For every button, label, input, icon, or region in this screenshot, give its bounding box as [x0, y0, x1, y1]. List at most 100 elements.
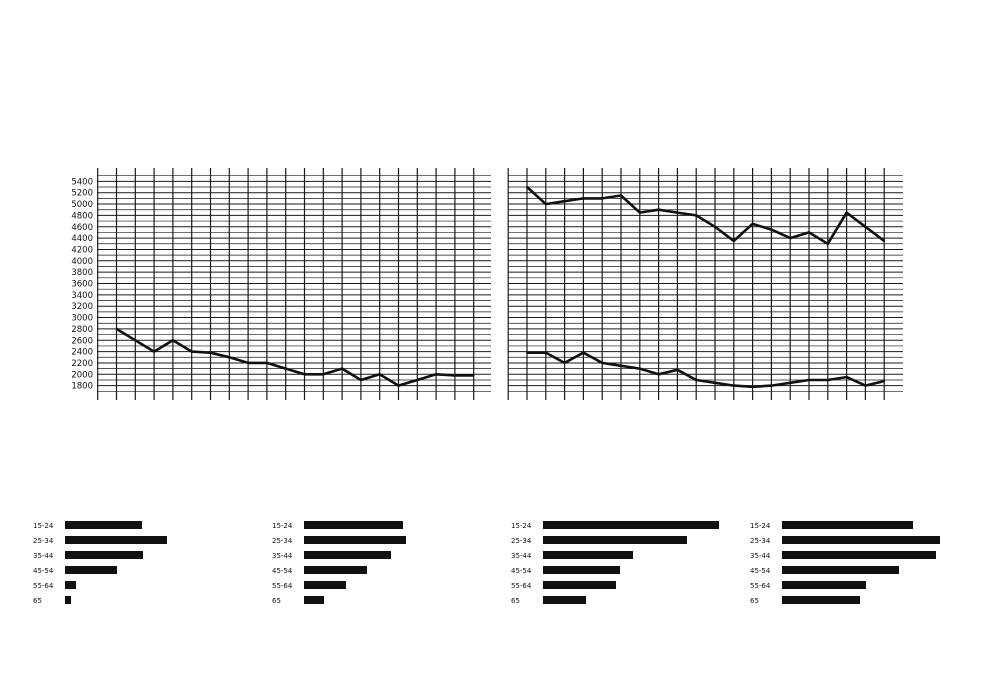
data-point — [582, 197, 585, 200]
data-point — [228, 356, 231, 359]
bar-35-44 — [304, 551, 391, 559]
y-tick-label: 3600 — [71, 280, 93, 290]
data-point — [732, 240, 735, 242]
bar-45-54 — [304, 566, 367, 574]
bar-category-label: 45-54 — [750, 567, 771, 575]
data-point — [732, 384, 735, 387]
data-point — [134, 339, 137, 342]
data-point — [472, 374, 475, 377]
bar-65 — [782, 596, 860, 604]
bar-category-label: 65 — [33, 597, 42, 605]
y-tick-label: 5000 — [71, 200, 93, 210]
data-point — [416, 379, 419, 381]
data-point — [845, 376, 848, 379]
data-point — [620, 194, 622, 197]
series-line-1 — [526, 186, 885, 246]
bar-category-label: 55-64 — [272, 582, 293, 590]
data-point — [789, 381, 792, 384]
y-tick-label: 4200 — [71, 245, 93, 255]
y-tick-label: 2600 — [71, 336, 93, 346]
y-tick-label: 3200 — [71, 302, 93, 312]
bar-65 — [543, 596, 586, 604]
data-point — [751, 385, 754, 388]
bar-15-24 — [304, 521, 403, 529]
bar-15-24 — [65, 521, 142, 529]
y-tick-label: 5200 — [71, 189, 93, 199]
y-tick-label: 2000 — [71, 370, 93, 380]
bar-category-label: 55-64 — [750, 582, 771, 590]
y-tick-label: 4400 — [71, 234, 93, 244]
data-point — [544, 203, 547, 205]
bar-45-54 — [782, 566, 899, 574]
bar-55-64 — [65, 581, 76, 589]
data-point — [695, 379, 698, 381]
data-point — [526, 351, 528, 354]
y-tick-label: 2200 — [71, 359, 93, 369]
bar-category-label: 65 — [272, 597, 281, 605]
bar-category-label: 35-44 — [272, 552, 293, 560]
bar-category-label: 15-24 — [750, 522, 771, 530]
bar-25-34 — [543, 536, 687, 544]
bar-category-label: 15-24 — [33, 522, 54, 530]
bar-25-34 — [782, 536, 940, 544]
data-point — [360, 379, 362, 381]
data-point — [115, 328, 118, 330]
bar-55-64 — [304, 581, 346, 589]
data-point — [601, 362, 604, 364]
data-point — [266, 362, 268, 364]
bar-category-label: 65 — [511, 597, 520, 605]
data-point — [845, 211, 848, 214]
bar-65 — [304, 596, 324, 604]
data-point — [153, 350, 156, 353]
y-tick-label: 4000 — [71, 257, 93, 267]
bar-55-64 — [543, 581, 616, 589]
data-point — [544, 351, 547, 354]
data-point — [714, 381, 716, 384]
data-point — [582, 351, 585, 354]
y-tick-label: 4600 — [71, 223, 93, 233]
y-tick-label: 4800 — [71, 211, 93, 221]
data-point — [435, 373, 437, 376]
bar-chart-4: 15-24 25-34 35-44 45-54 55-64 65 — [750, 521, 940, 605]
bar-chart-3: 15-24 25-34 35-44 45-54 55-64 65 — [511, 521, 719, 605]
bar-category-label: 25-34 — [511, 537, 532, 545]
data-point — [808, 231, 810, 234]
y-tick-label: 5400 — [71, 177, 93, 187]
bar-chart-1: 15-24 25-34 35-44 45-54 55-64 65 — [33, 521, 167, 605]
bar-55-64 — [782, 581, 866, 589]
data-point — [378, 373, 381, 376]
data-point — [620, 364, 622, 367]
data-point — [209, 351, 212, 354]
data-point — [826, 242, 829, 245]
data-point — [864, 384, 867, 387]
bar-category-label: 15-24 — [272, 522, 293, 530]
data-point — [341, 367, 343, 370]
data-point — [751, 223, 754, 225]
series-line-2 — [527, 351, 885, 389]
data-point — [676, 211, 679, 214]
bar-category-label: 65 — [750, 597, 759, 605]
data-point — [638, 211, 641, 214]
data-point — [563, 200, 566, 203]
bar-25-34 — [304, 536, 406, 544]
data-point — [808, 379, 810, 381]
bar-category-label: 15-24 — [511, 522, 532, 530]
bar-25-34 — [65, 536, 167, 544]
y-tick-label: 2400 — [71, 348, 93, 358]
bar-35-44 — [543, 551, 633, 559]
data-point — [789, 237, 792, 240]
data-point — [190, 350, 193, 353]
bar-category-label: 45-54 — [272, 567, 293, 575]
bar-category-label: 35-44 — [33, 552, 54, 560]
y-tick-label: 2800 — [71, 325, 93, 335]
bar-category-label: 35-44 — [750, 552, 771, 560]
bar-category-label: 25-34 — [272, 537, 293, 545]
y-tick-label: 1800 — [71, 382, 93, 392]
bar-category-label: 25-34 — [750, 537, 771, 545]
series-line-1 — [115, 327, 474, 387]
bar-45-54 — [65, 566, 117, 574]
data-point — [638, 367, 641, 370]
bar-category-label: 55-64 — [511, 582, 532, 590]
